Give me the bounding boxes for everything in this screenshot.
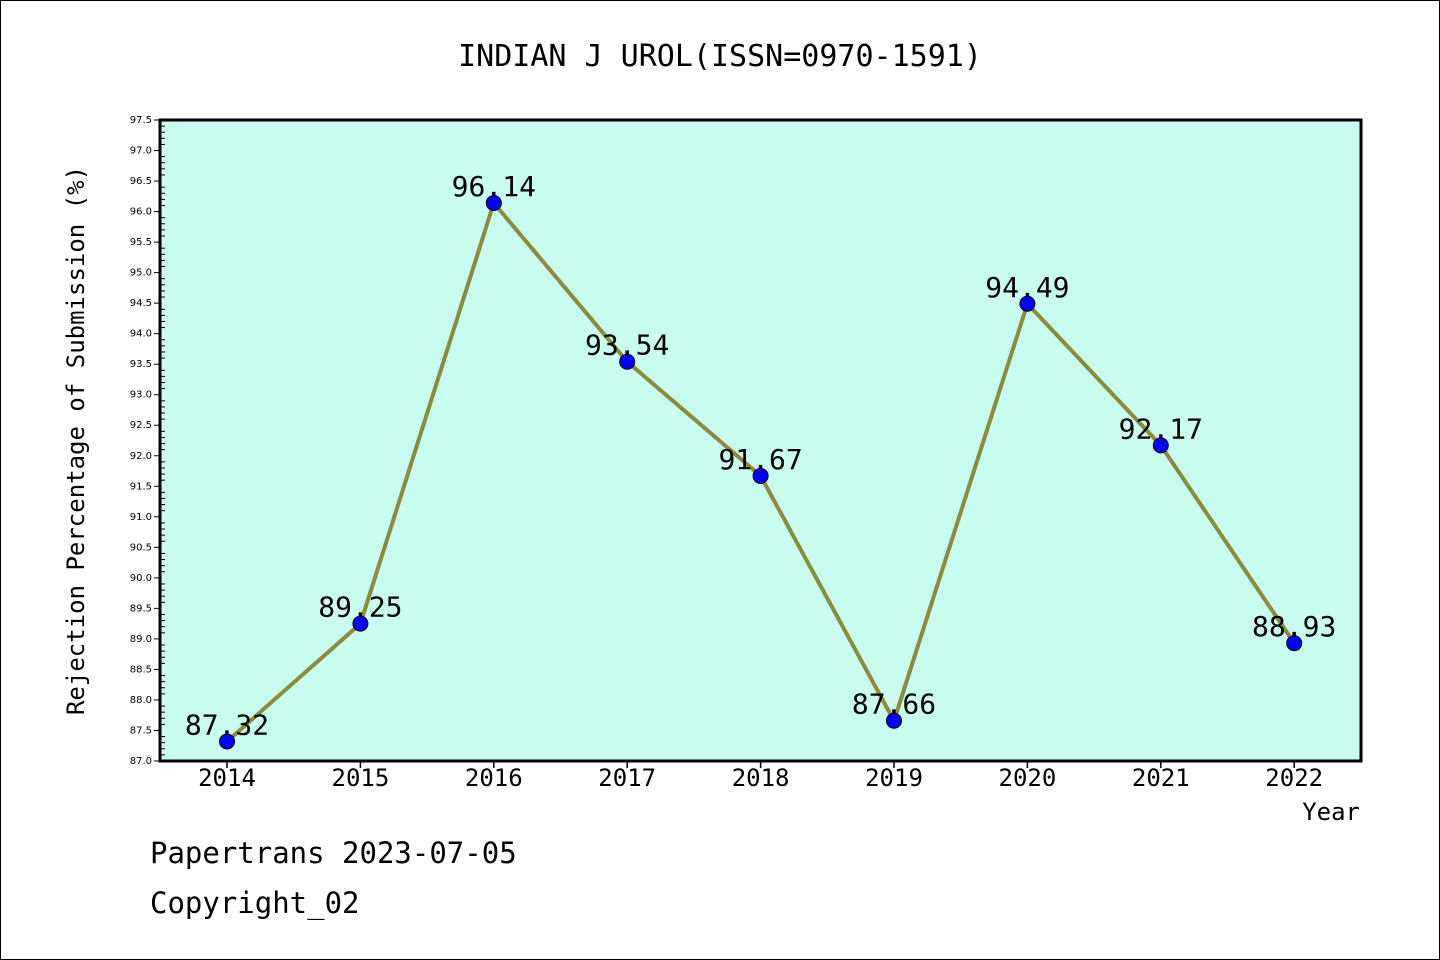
y-tick-label: 91.5 (130, 481, 152, 492)
y-tick-label: 95.5 (130, 237, 152, 248)
data-point (352, 615, 369, 632)
y-tick-label: 89.5 (130, 603, 152, 614)
x-tick-label: 2020 (999, 764, 1057, 792)
data-label: 91.67 (718, 443, 802, 476)
y-tick-label: 90.0 (130, 573, 152, 584)
footer-source-date: Papertrans 2023-07-05 (150, 836, 517, 870)
data-label: 89.25 (318, 591, 402, 624)
y-tick-label: 96.0 (130, 207, 152, 218)
y-tick-label: 97.0 (130, 146, 152, 157)
y-tick-label: 93.5 (130, 359, 152, 370)
series-layer: 87.32 89.25 96.14 93.54 91.67 87.66 94.49 92.17… (185, 170, 1336, 750)
y-tick-label: 97.5 (130, 115, 152, 126)
y-tick-label: 96.5 (130, 176, 152, 187)
data-point (619, 353, 636, 370)
x-tick-label: 2018 (732, 764, 790, 792)
data-point (1152, 437, 1169, 454)
x-tick-label: 2016 (465, 764, 523, 792)
x-axis: 2014 2015 2016 2017 2018 2019 2020 2021 2022 (198, 761, 1323, 792)
y-axis-title: Rejection Percentage of Submission (%) (62, 166, 90, 715)
chart-title: INDIAN J UROL(ISSN=0970-1591) (458, 39, 982, 74)
y-tick-label: 90.5 (130, 542, 152, 553)
y-axis: 87.0 87.5 88.0 88.5 89.0 89.5 90.0 90.5 91.0 91.5… (130, 115, 165, 767)
data-point (219, 733, 235, 750)
x-tick-label: 2017 (598, 764, 656, 792)
x-tick-label: 2019 (865, 764, 923, 792)
data-point (1019, 295, 1036, 312)
data-label: 92.17 (1119, 412, 1203, 445)
data-label: 88.93 (1252, 610, 1336, 643)
y-tick-label: 89.0 (130, 634, 152, 645)
y-tick-label: 94.0 (130, 329, 152, 340)
x-axis-title: Year (1302, 798, 1360, 826)
y-tick-label: 93.0 (130, 390, 152, 401)
footer-copyright: Copyright_02 (150, 886, 360, 920)
y-tick-label: 91.0 (130, 512, 152, 523)
data-label: 96.14 (452, 170, 536, 203)
x-tick-label: 2022 (1265, 764, 1323, 792)
y-tick-label: 92.5 (130, 420, 152, 431)
data-point (752, 467, 769, 484)
data-point (1286, 635, 1303, 652)
y-tick-label: 95.0 (130, 268, 152, 279)
y-tick-label: 88.5 (130, 664, 152, 675)
y-tick-label: 94.5 (130, 298, 152, 309)
data-label: 87.66 (852, 688, 936, 721)
x-tick-label: 2015 (332, 764, 390, 792)
data-label: 94.49 (985, 271, 1069, 304)
y-tick-label: 87.5 (130, 725, 152, 736)
y-tick-label: 92.0 (130, 451, 152, 462)
data-point (485, 195, 502, 212)
data-label: 87.32 (185, 708, 269, 741)
y-tick-label: 88.0 (130, 695, 152, 706)
data-point (886, 712, 902, 729)
x-tick-label: 2021 (1132, 764, 1190, 792)
data-label: 93.54 (585, 329, 669, 362)
y-tick-label: 87.0 (130, 756, 152, 767)
x-tick-label: 2014 (198, 764, 256, 792)
